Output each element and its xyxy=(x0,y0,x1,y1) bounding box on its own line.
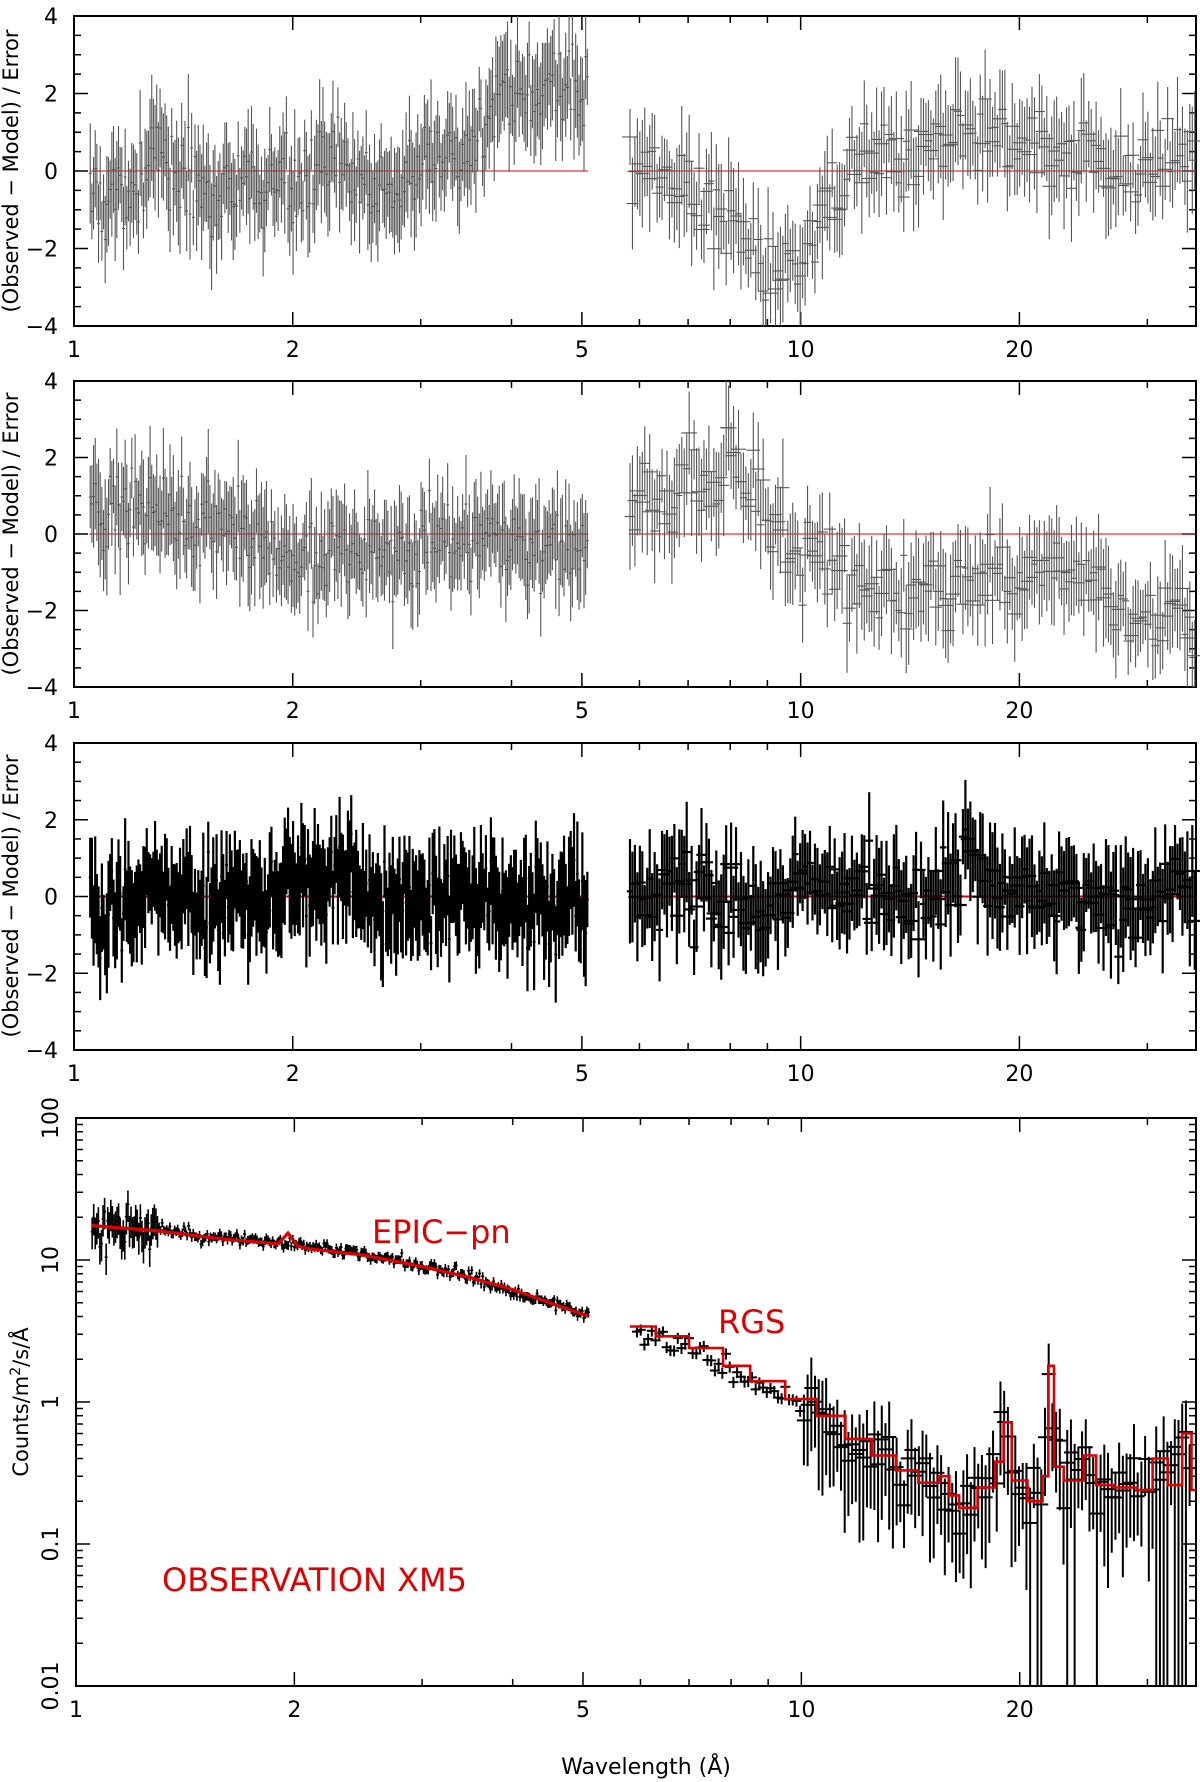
residual-panel-2: 1 2 5 10 20 −4 −2 0 2 4 (Observed − Model) / Erro… xyxy=(0,370,1200,724)
x-tick-label: 10 xyxy=(787,699,815,724)
y-tick-label: 100 xyxy=(39,1097,64,1139)
spectrum-data-points xyxy=(90,1190,1197,1686)
epic-pn-label: EPIC−pn xyxy=(372,1213,511,1251)
x-axis-label: Wavelength (Å) xyxy=(561,1753,731,1780)
y-tick-label: 10 xyxy=(39,1246,64,1274)
y-tick-label: −4 xyxy=(26,1039,58,1064)
y-tick-label: 1 xyxy=(39,1395,64,1409)
x-tick-label: 10 xyxy=(787,1698,815,1723)
observation-label: OBSERVATION XM5 xyxy=(162,1561,467,1599)
spectrum-ticks: 1 2 5 10 20 0.01 0.1 1 10 100 xyxy=(39,1097,1196,1723)
x-tick-label: 2 xyxy=(286,338,300,363)
x-tick-label: 1 xyxy=(67,699,81,724)
y-tick-label: −2 xyxy=(26,962,58,987)
y-tick-label: 2 xyxy=(44,447,58,472)
residual-y-label: (Observed − Model) / Error xyxy=(0,29,23,312)
x-tick-label: 2 xyxy=(286,1062,300,1087)
residual-y-label: (Observed − Model) / Error xyxy=(0,754,23,1037)
panel-2-ticks: 1 2 5 10 20 −4 −2 0 2 4 xyxy=(26,370,1196,724)
x-tick-label: 2 xyxy=(286,699,300,724)
x-tick-label: 5 xyxy=(575,699,589,724)
x-tick-label: 20 xyxy=(1005,1062,1033,1087)
x-tick-label: 10 xyxy=(787,1062,815,1087)
y-tick-label: −4 xyxy=(26,315,58,340)
x-tick-label: 10 xyxy=(787,338,815,363)
y-tick-label: 0 xyxy=(44,160,58,185)
y-tick-label: 4 xyxy=(44,732,58,757)
spectrum-model-lines xyxy=(91,1223,1196,1510)
x-tick-label: 5 xyxy=(576,1698,590,1723)
y-tick-label: 2 xyxy=(44,809,58,834)
x-tick-label: 20 xyxy=(1005,699,1033,724)
y-tick-label: 4 xyxy=(44,5,58,30)
panel-1-ticks: 1 2 5 10 20 −4 −2 0 2 4 xyxy=(26,5,1196,363)
y-tick-label: 0.01 xyxy=(39,1662,64,1711)
x-tick-label: 1 xyxy=(67,338,81,363)
panel-3-residuals xyxy=(88,779,1200,1003)
residual-panel-3: 1 2 5 10 20 −4 −2 0 2 4 (Observed − Model) / Erro… xyxy=(0,732,1200,1087)
y-tick-label: −2 xyxy=(26,238,58,263)
panel-1-residuals xyxy=(88,16,1200,326)
rgs-model-line xyxy=(629,1325,1196,1510)
panel-2-residuals xyxy=(88,381,1200,687)
spectrum-panel: 1 2 5 10 20 0.01 0.1 1 10 100 Counts/m2/s/Å EPIC−… xyxy=(7,1097,1197,1780)
panel-frame xyxy=(75,1117,1197,1687)
y-tick-label: −4 xyxy=(26,676,58,701)
y-tick-label: 0 xyxy=(44,523,58,548)
y-tick-label: 0.1 xyxy=(39,1527,64,1562)
epic-pn-model-line xyxy=(91,1223,590,1319)
y-tick-label: 0 xyxy=(44,886,58,911)
y-tick-label: 2 xyxy=(44,83,58,108)
residual-panel-1: 1 2 5 10 20 −4 −2 0 2 4 (Observed − Model) / Erro… xyxy=(0,5,1200,363)
y-tick-label: −2 xyxy=(26,600,58,625)
x-tick-label: 20 xyxy=(1006,1698,1034,1723)
spectrum-y-label: Counts/m2/s/Å xyxy=(7,1327,33,1477)
x-tick-label: 20 xyxy=(1005,338,1033,363)
residual-y-label: (Observed − Model) / Error xyxy=(0,392,23,675)
panel-3-ticks: 1 2 5 10 20 −4 −2 0 2 4 xyxy=(26,732,1196,1087)
x-tick-label: 5 xyxy=(575,1062,589,1087)
x-tick-label: 5 xyxy=(575,338,589,363)
y-tick-label: 4 xyxy=(44,370,58,395)
rgs-label: RGS xyxy=(718,1303,785,1341)
x-tick-label: 2 xyxy=(287,1698,301,1723)
x-tick-label: 1 xyxy=(67,1062,81,1087)
x-tick-label: 1 xyxy=(69,1698,83,1723)
